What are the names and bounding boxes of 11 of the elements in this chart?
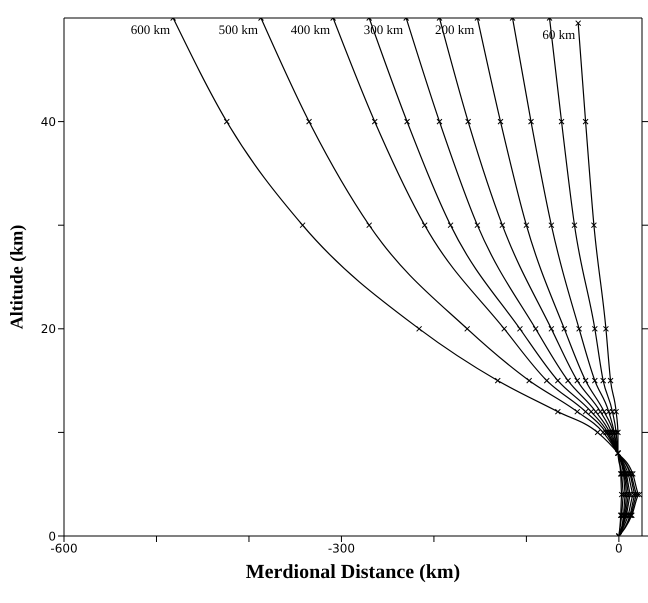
- y-tick-label: 0: [48, 529, 56, 544]
- y-axis-title: Altitude (km): [6, 224, 26, 330]
- x-axis-title: Merdional Distance (km): [246, 561, 460, 583]
- series-label: 400 km: [290, 22, 330, 37]
- x-tick-label: -600: [50, 542, 78, 556]
- y-tick-label: 40: [40, 114, 56, 129]
- y-tick-label: 20: [40, 322, 56, 336]
- x-tick-label: 0: [615, 542, 623, 556]
- series-label: 500 km: [218, 22, 258, 37]
- x-tick-label: -300: [328, 542, 356, 556]
- series-label: 600 km: [130, 22, 170, 37]
